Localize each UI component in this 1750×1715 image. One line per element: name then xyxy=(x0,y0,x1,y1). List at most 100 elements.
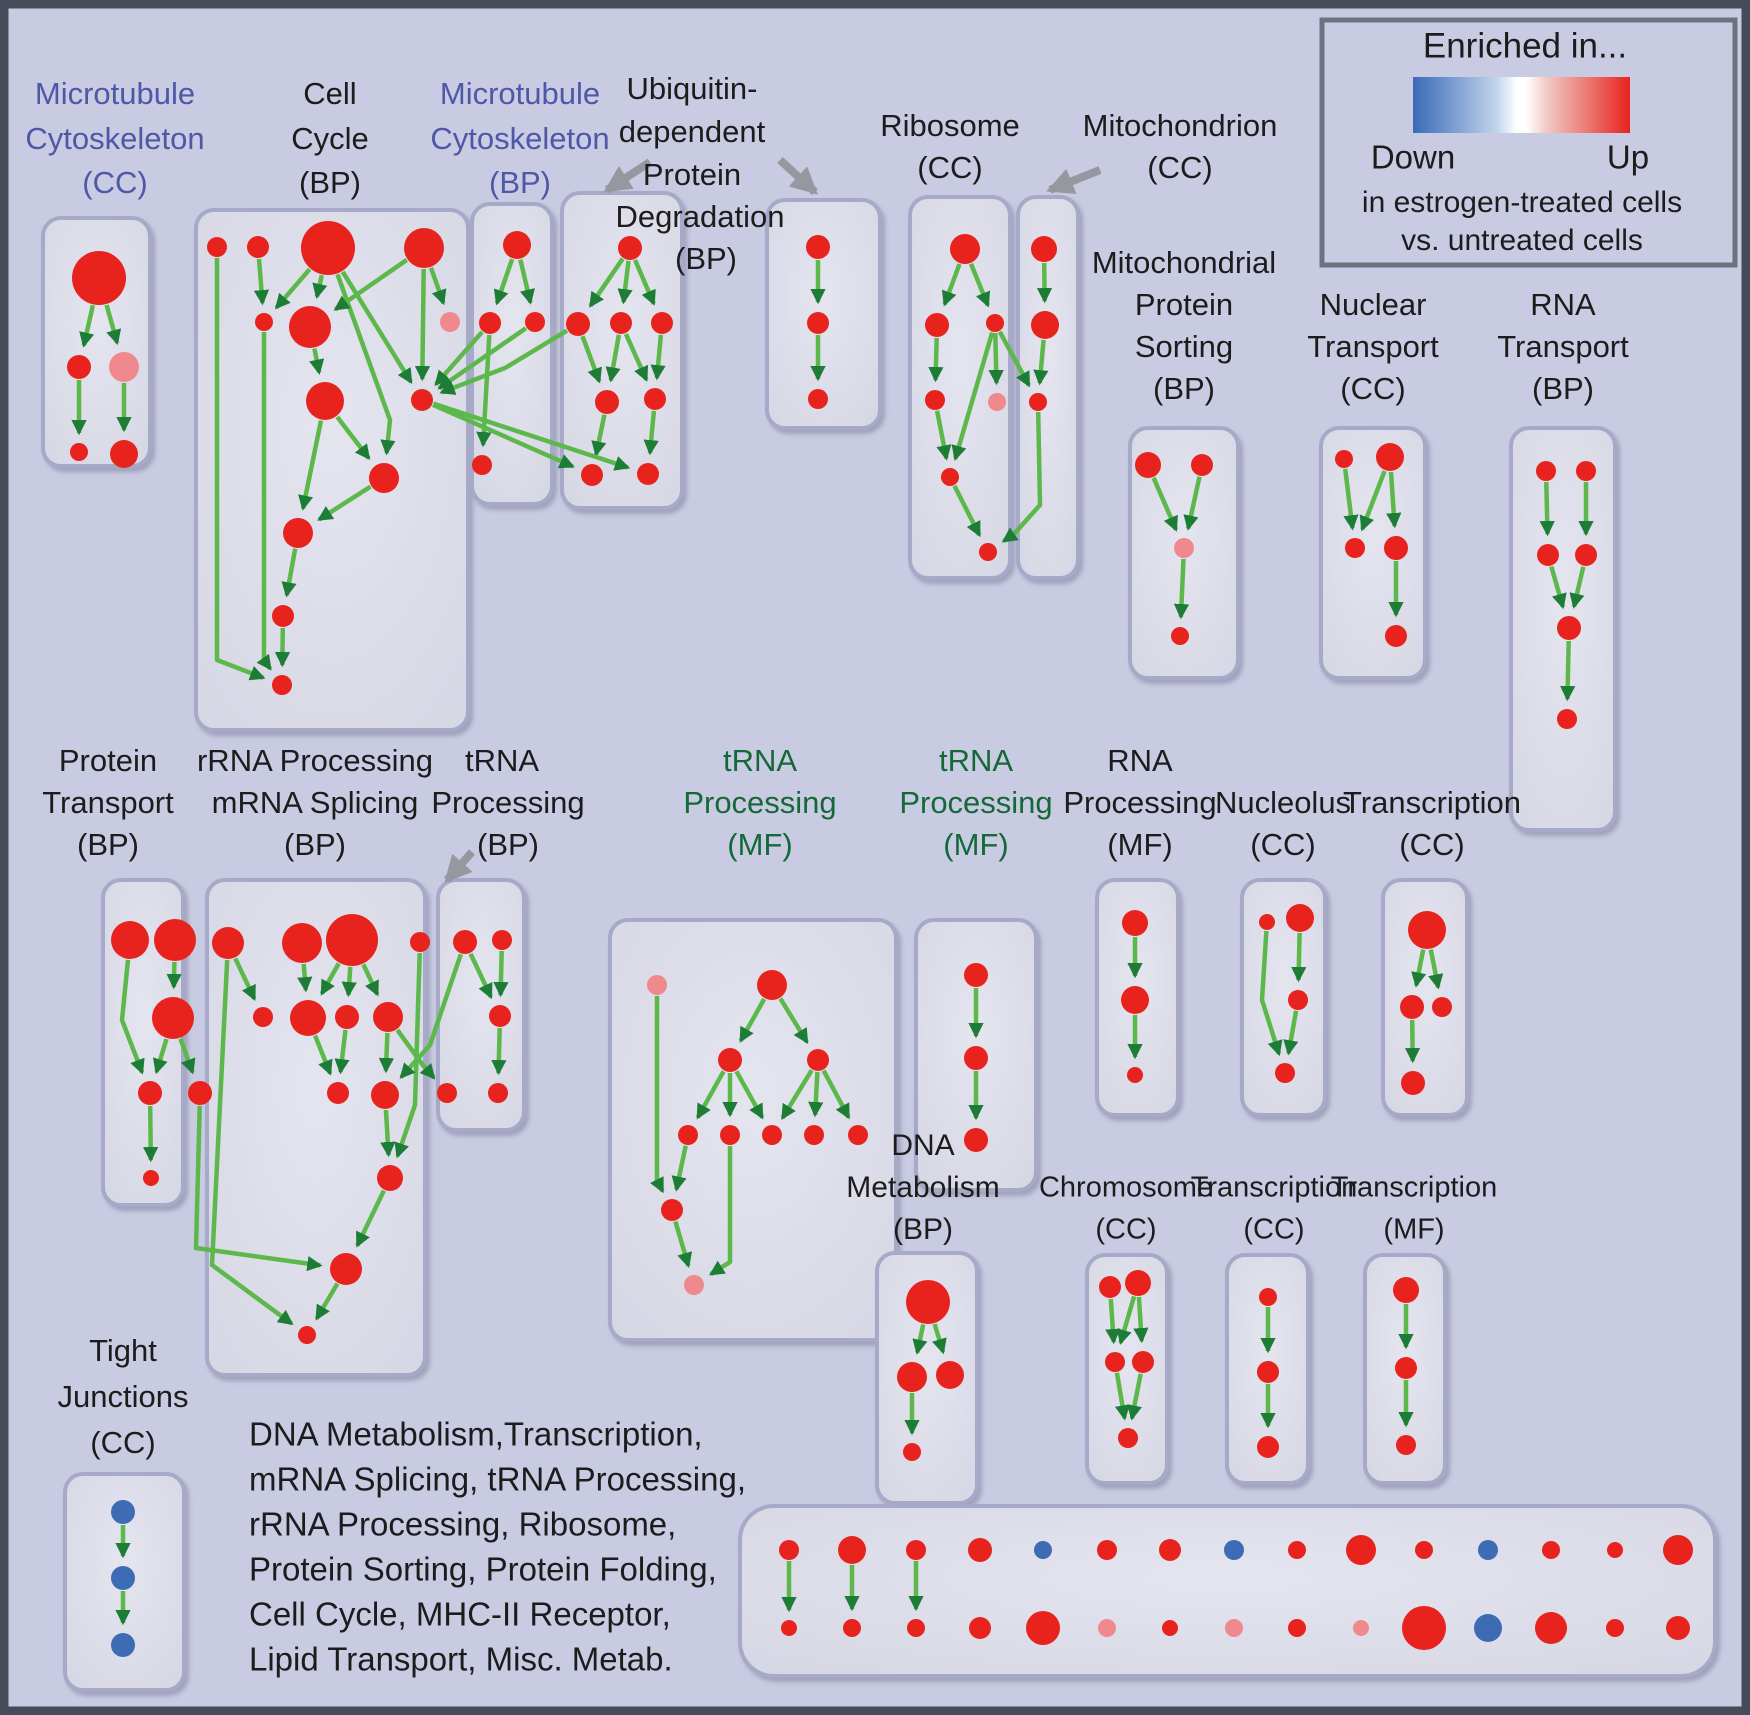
label-mitochondrial-protein-sorting-bp-line-3: (BP) xyxy=(1153,371,1215,406)
go-edge-G0-G1 xyxy=(1036,262,1053,304)
go-edge-D0-D2 xyxy=(617,260,633,305)
go-edge-ccl-ccm xyxy=(274,627,291,668)
go-edge-ccc-cci xyxy=(340,270,413,385)
go-term-node-L8 xyxy=(373,1002,403,1032)
box-transcription-cc-row2 xyxy=(1381,878,1469,1117)
go-edge-F0-F2 xyxy=(968,262,991,308)
go-edge-N0-N2 xyxy=(778,997,809,1045)
go-term-node-bb11 xyxy=(1402,1606,1446,1650)
label-tight-junctions-cc-line-2: (CC) xyxy=(90,1425,155,1460)
go-term-node-I2 xyxy=(1345,538,1365,558)
go-term-node-ccf xyxy=(289,306,331,348)
go-term-node-O1 xyxy=(964,1046,988,1070)
go-edge-I0-I2 xyxy=(1342,468,1359,531)
arrow-ubiquitin-to-chain-box xyxy=(777,157,819,195)
label-ribosome-cc-line-0: Ribosome xyxy=(880,108,1020,143)
go-edge-C1-C3 xyxy=(518,259,535,305)
shared-terms-text-line-5: Lipid Transport, Misc. Metab. xyxy=(249,1641,673,1678)
go-edge-ccc-cce xyxy=(274,267,312,310)
go-term-node-bb7 xyxy=(1162,1620,1178,1636)
go-edge-Lr1-L10 xyxy=(193,1105,323,1272)
go-term-node-D4 xyxy=(595,390,619,414)
go-term-node-bt14 xyxy=(1607,1542,1623,1558)
go-edge-H1-H2 xyxy=(1183,476,1202,531)
go-edge-L10-L11 xyxy=(314,1282,340,1321)
go-term-node-bt8 xyxy=(1224,1540,1244,1560)
go-edge-F0-F1 xyxy=(941,263,962,307)
go-term-node-L10 xyxy=(330,1253,362,1285)
go-term-node-M2 xyxy=(489,1005,511,1027)
go-edge-D1-cci xyxy=(439,328,569,395)
go-edge-H2-H3 xyxy=(1173,558,1190,620)
go-term-node-U2 xyxy=(1257,1436,1279,1458)
go-term-node-Mb1 xyxy=(437,1083,457,1103)
go-term-node-H0 xyxy=(1135,452,1161,478)
go-edge-M1-M2 xyxy=(493,950,509,998)
go-term-node-J2 xyxy=(1537,544,1559,566)
go-term-node-V0 xyxy=(1393,1277,1419,1303)
label-ubiquitin-degradation-bp-line-4: (BP) xyxy=(675,241,737,276)
go-edge-R1-R3 xyxy=(1404,1019,1421,1064)
arrow-trna-bp-to-box xyxy=(444,849,475,884)
go-edge-cci-D7 xyxy=(432,401,631,471)
go-term-node-bb10 xyxy=(1353,1620,1369,1636)
go-term-node-W0 xyxy=(111,1500,135,1524)
legend-color-gradient-bar xyxy=(1413,77,1630,133)
go-term-node-I4 xyxy=(1385,625,1407,647)
label-transcription-mf-line-1: (MF) xyxy=(1383,1214,1444,1246)
go-edge-ccc-cch xyxy=(335,273,396,456)
go-term-node-bb9 xyxy=(1288,1619,1306,1637)
go-term-node-bb8 xyxy=(1225,1619,1243,1637)
go-term-node-G1 xyxy=(1031,311,1059,339)
go-term-node-F6 xyxy=(979,543,997,561)
label-transcription-cc-row3-line-1: (CC) xyxy=(1243,1214,1304,1246)
go-term-node-bt3 xyxy=(906,1540,926,1560)
label-microtubule-cytoskeleton-bp-line-0: Microtubule xyxy=(440,76,600,111)
shared-terms-text-line-1: mRNA Splicing, tRNA Processing, xyxy=(249,1461,746,1498)
box-chromosome xyxy=(1085,1253,1169,1485)
go-edge-D0-D1 xyxy=(588,257,625,308)
go-edge-P1-NQ xyxy=(671,1145,688,1192)
go-edge-D1-D4 xyxy=(580,335,602,384)
go-edge-T2-T4 xyxy=(1114,1372,1130,1421)
go-edge-F2-F5 xyxy=(951,331,995,462)
go-term-node-D3 xyxy=(651,312,673,334)
go-edge-G1-G2 xyxy=(1033,339,1049,386)
go-term-node-F3 xyxy=(925,390,945,410)
shared-terms-text-line-4: Cell Cycle, MHC-II Receptor, xyxy=(249,1596,671,1633)
go-edge-D2-D5 xyxy=(623,333,649,382)
go-edge-ccc-ccf xyxy=(312,274,328,300)
label-trna-processing-mf-1-line-2: (MF) xyxy=(727,827,792,862)
label-microtubule-cytoskeleton-bp-line-1: Cytoskeleton xyxy=(430,121,609,156)
go-term-node-ccm xyxy=(272,675,292,695)
go-edge-cca-ccm xyxy=(214,258,266,681)
label-cell-cycle-bp-line-1: Cycle xyxy=(291,121,369,156)
label-trna-processing-bp-line-1: Processing xyxy=(431,785,584,820)
legend-down-label: Down xyxy=(1371,139,1455,176)
go-edge-M0-M2 xyxy=(468,952,494,1000)
go-term-node-Pr1 xyxy=(1121,986,1149,1014)
go-term-node-bb14 xyxy=(1606,1619,1624,1637)
box-shared-terms xyxy=(738,1504,1717,1678)
go-edge-Q0-Q3 xyxy=(1259,930,1283,1057)
label-transcription-cc-row3-line-0: Transcription xyxy=(1191,1172,1358,1204)
go-term-node-A5 xyxy=(110,440,138,468)
go-term-node-P3 xyxy=(762,1125,782,1145)
shared-terms-text-line-3: Protein Sorting, Protein Folding, xyxy=(249,1551,717,1588)
label-dna-metabolism-bp-line-1: Metabolism xyxy=(846,1171,999,1204)
go-edge-J0-J2 xyxy=(1539,481,1555,537)
go-term-node-H1 xyxy=(1191,454,1213,476)
go-term-node-R2 xyxy=(1432,997,1452,1017)
go-edge-N1-P1 xyxy=(695,1070,726,1120)
go-term-node-C3 xyxy=(525,312,545,332)
go-edge-K3-K4 xyxy=(143,1105,159,1163)
go-term-node-L5 xyxy=(253,1007,273,1027)
go-edge-N2-P3 xyxy=(780,1069,814,1120)
label-trna-processing-bp-line-0: tRNA xyxy=(465,743,539,778)
go-term-node-K1 xyxy=(154,919,196,961)
go-edge-I1-I3 xyxy=(1386,471,1402,529)
label-ubiquitin-degradation-bp-line-2: Protein xyxy=(643,157,741,192)
go-edge-T1-T2 xyxy=(1116,1295,1137,1346)
go-term-node-P4 xyxy=(804,1125,824,1145)
go-term-node-J0 xyxy=(1536,461,1556,481)
